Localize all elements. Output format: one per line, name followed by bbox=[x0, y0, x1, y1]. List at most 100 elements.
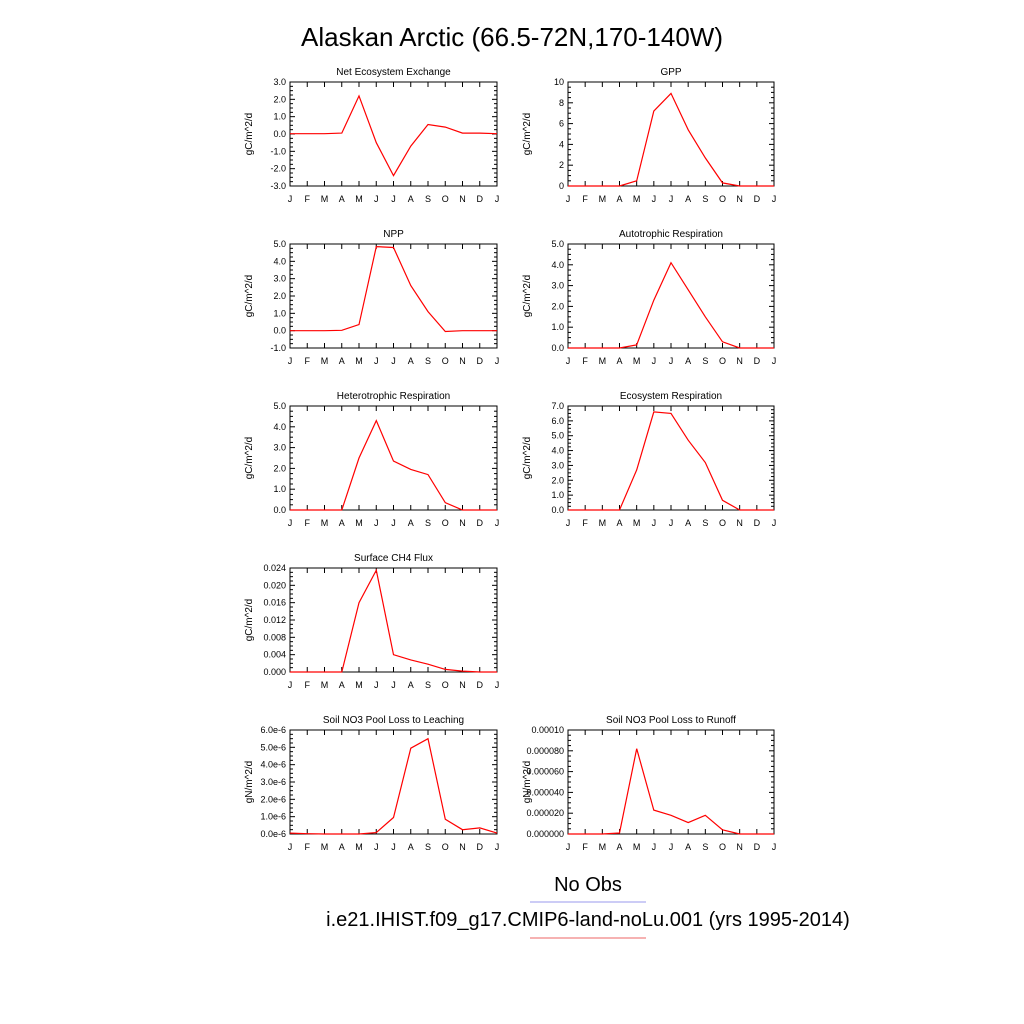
x-tick-label: J bbox=[391, 356, 396, 366]
y-axis-label: gC/m^2/d bbox=[522, 275, 533, 318]
x-tick-label: D bbox=[477, 518, 484, 528]
x-tick-label: O bbox=[442, 194, 449, 204]
x-tick-label: F bbox=[582, 194, 588, 204]
x-tick-label: F bbox=[582, 356, 588, 366]
y-tick-label: 0.0 bbox=[551, 505, 564, 515]
x-tick-label: M bbox=[599, 842, 607, 852]
x-tick-label: A bbox=[685, 842, 691, 852]
x-tick-label: N bbox=[736, 842, 743, 852]
x-tick-label: J bbox=[391, 680, 396, 690]
y-tick-label: 2.0 bbox=[273, 94, 286, 104]
y-tick-label: 0.0e-6 bbox=[260, 829, 286, 839]
x-tick-label: D bbox=[754, 518, 761, 528]
x-tick-label: S bbox=[425, 518, 431, 528]
panel-title: Soil NO3 Pool Loss to Runoff bbox=[606, 715, 736, 726]
y-tick-label: -3.0 bbox=[270, 181, 286, 191]
x-tick-label: J bbox=[374, 356, 379, 366]
y-tick-label: -1.0 bbox=[270, 146, 286, 156]
x-tick-label: N bbox=[459, 194, 466, 204]
x-tick-label: N bbox=[459, 842, 466, 852]
x-tick-label: N bbox=[459, 680, 466, 690]
y-tick-label: 0.000080 bbox=[526, 746, 564, 756]
x-tick-label: F bbox=[305, 842, 311, 852]
y-tick-label: 0 bbox=[559, 181, 564, 191]
plot-frame bbox=[567, 405, 775, 511]
series-line bbox=[290, 419, 497, 511]
y-tick-label: 0.000020 bbox=[526, 808, 564, 818]
x-tick-label: J bbox=[495, 356, 500, 366]
x-tick-label: J bbox=[495, 680, 500, 690]
x-tick-label: J bbox=[288, 356, 293, 366]
x-tick-label: S bbox=[425, 194, 431, 204]
y-axis-label: gC/m^2/d bbox=[244, 599, 255, 642]
y-tick-label: 0.004 bbox=[263, 650, 286, 660]
x-tick-label: J bbox=[288, 194, 293, 204]
y-tick-label: 1.0 bbox=[273, 484, 286, 494]
y-tick-label: 0.000 bbox=[263, 667, 286, 677]
x-tick-label: M bbox=[321, 842, 329, 852]
x-tick-label: A bbox=[339, 680, 345, 690]
y-tick-label: 4.0 bbox=[551, 260, 564, 270]
y-tick-label: 1.0 bbox=[273, 308, 286, 318]
x-tick-label: O bbox=[442, 356, 449, 366]
x-tick-label: S bbox=[425, 680, 431, 690]
y-tick-label: 0.000060 bbox=[526, 767, 564, 777]
legend-label-model: i.e21.IHIST.f09_g17.CMIP6-land-noLu.001 … bbox=[326, 909, 850, 931]
x-tick-label: A bbox=[685, 356, 691, 366]
y-tick-label: 6.0 bbox=[551, 416, 564, 426]
y-tick-label: 2.0 bbox=[551, 301, 564, 311]
x-tick-label: J bbox=[288, 680, 293, 690]
legend-label-no-obs: No Obs bbox=[554, 874, 622, 896]
x-tick-label: M bbox=[355, 518, 363, 528]
x-tick-label: F bbox=[305, 518, 311, 528]
y-tick-label: 1.0e-6 bbox=[260, 812, 286, 822]
y-tick-label: 0.000040 bbox=[526, 787, 564, 797]
y-tick-label: 4.0 bbox=[273, 256, 286, 266]
y-tick-label: 5.0 bbox=[551, 431, 564, 441]
x-tick-label: O bbox=[719, 518, 726, 528]
x-tick-label: D bbox=[477, 356, 484, 366]
x-tick-label: J bbox=[391, 194, 396, 204]
x-tick-label: J bbox=[566, 518, 571, 528]
x-tick-label: S bbox=[702, 842, 708, 852]
series-line bbox=[290, 568, 497, 673]
y-axis-label: gN/m^2/d bbox=[244, 761, 255, 804]
legend: No Obs i.e21.IHIST.f09_g17.CMIP6-land-no… bbox=[326, 874, 850, 939]
y-tick-label: 0.0 bbox=[551, 343, 564, 353]
y-axis-label: gC/m^2/d bbox=[244, 437, 255, 480]
x-tick-label: O bbox=[719, 194, 726, 204]
y-tick-label: 0.0 bbox=[273, 326, 286, 336]
y-tick-label: 6 bbox=[559, 119, 564, 129]
plot-frame bbox=[289, 729, 498, 835]
y-tick-label: 0.008 bbox=[263, 632, 286, 642]
panel-title: Soil NO3 Pool Loss to Leaching bbox=[323, 715, 464, 726]
x-tick-label: O bbox=[442, 518, 449, 528]
y-tick-label: 3.0e-6 bbox=[260, 777, 286, 787]
y-tick-label: 0.0 bbox=[273, 505, 286, 515]
x-tick-label: D bbox=[754, 194, 761, 204]
x-tick-label: N bbox=[736, 518, 743, 528]
y-tick-label: 8 bbox=[559, 98, 564, 108]
x-tick-label: M bbox=[599, 356, 607, 366]
x-tick-label: A bbox=[339, 842, 345, 852]
x-tick-label: M bbox=[355, 842, 363, 852]
x-tick-label: M bbox=[355, 356, 363, 366]
x-tick-label: S bbox=[702, 356, 708, 366]
y-tick-label: 0.020 bbox=[263, 580, 286, 590]
x-tick-label: M bbox=[633, 194, 641, 204]
x-tick-label: D bbox=[477, 842, 484, 852]
x-tick-label: J bbox=[391, 518, 396, 528]
x-tick-label: N bbox=[459, 356, 466, 366]
x-tick-label: J bbox=[288, 518, 293, 528]
x-tick-label: J bbox=[669, 518, 674, 528]
y-tick-label: 5.0 bbox=[273, 401, 286, 411]
series-line bbox=[568, 92, 774, 187]
series-line bbox=[568, 411, 774, 511]
x-tick-label: J bbox=[669, 842, 674, 852]
x-tick-label: M bbox=[633, 356, 641, 366]
